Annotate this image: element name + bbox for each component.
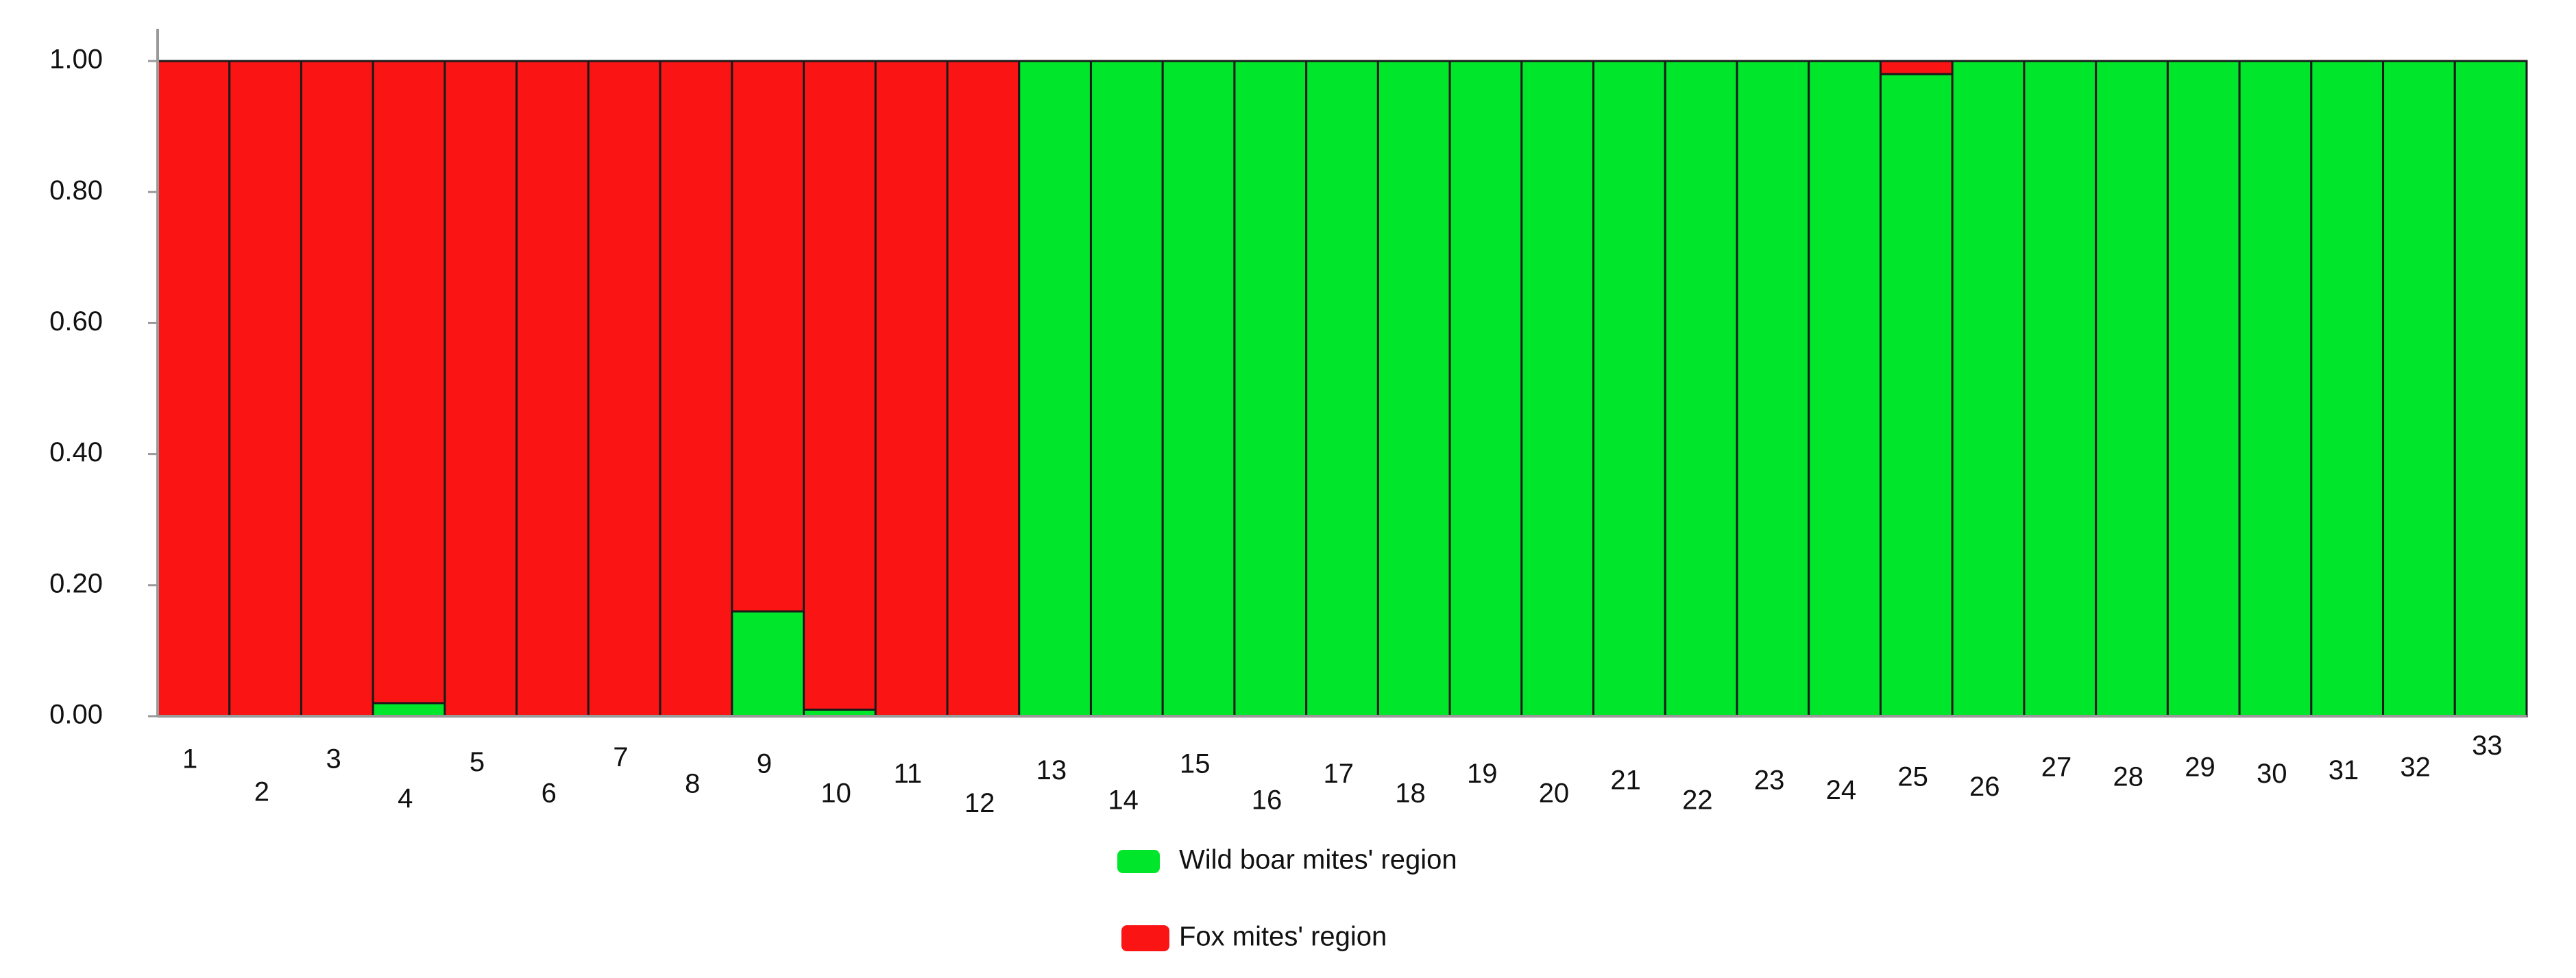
- bar-segment: [228, 60, 302, 718]
- bar-segment: [946, 60, 1021, 718]
- bar-segment: [2382, 60, 2456, 718]
- bar-segment: [1808, 60, 1882, 718]
- x-tick-label: 23: [1754, 766, 1785, 796]
- bar-segment: [1879, 73, 1954, 718]
- bar-segment: [731, 610, 805, 718]
- x-tick-label: 25: [1897, 762, 1928, 792]
- x-tick-label: 4: [398, 783, 413, 814]
- bar-segment: [372, 702, 446, 718]
- plot-area: [156, 60, 2528, 718]
- x-tick-label: 13: [1036, 755, 1067, 785]
- x-tick-label: 22: [1682, 785, 1713, 815]
- bar-segment: [2238, 60, 2313, 718]
- bar-segment: [874, 60, 949, 718]
- bar-segment: [731, 60, 805, 613]
- y-tick-label: 0.60: [49, 306, 103, 337]
- bar-segment: [1233, 60, 1308, 718]
- x-tick-label: 12: [964, 788, 995, 818]
- x-tick-label: 3: [326, 744, 341, 774]
- legend-label: Fox mites' region: [1179, 922, 1387, 952]
- bar-segment: [1376, 60, 1451, 718]
- x-tick-label: 7: [613, 742, 628, 772]
- x-tick-label: 6: [542, 779, 557, 809]
- x-tick-label: 9: [757, 749, 772, 779]
- bar-segment: [1018, 60, 1092, 718]
- bar-segment: [1879, 60, 1954, 75]
- bar-segment: [156, 60, 231, 718]
- x-tick-label: 27: [2041, 752, 2072, 782]
- x-tick-label: 29: [2185, 752, 2215, 782]
- x-tick-label: 11: [894, 759, 923, 789]
- x-tick-label: 19: [1467, 759, 1498, 789]
- x-tick-label: 30: [2257, 759, 2287, 789]
- y-tick-label: 0.80: [49, 175, 103, 206]
- x-tick-label: 33: [2472, 731, 2503, 761]
- legend: Wild boar mites' region Fox mites' region: [1117, 845, 1457, 952]
- x-tick-label: 1: [182, 744, 197, 774]
- x-tick-label: 28: [2113, 762, 2144, 792]
- axes: 0.000.200.400.600.801.001234567891011121…: [49, 29, 2527, 818]
- y-tick-label: 0.20: [49, 568, 103, 598]
- y-tick-label: 1.00: [49, 45, 103, 75]
- x-tick-label: 18: [1395, 779, 1426, 809]
- bar-segment: [2310, 60, 2385, 718]
- legend-swatch: [1117, 850, 1160, 873]
- bar-segment: [300, 60, 374, 718]
- bar-segment: [1161, 60, 1236, 718]
- legend-swatch: [1121, 925, 1169, 951]
- y-tick-label: 0.00: [49, 700, 103, 730]
- bar-segment: [1736, 60, 1810, 718]
- x-tick-label: 14: [1108, 785, 1139, 815]
- bar-segment: [515, 60, 590, 718]
- bar-segment: [1592, 60, 1666, 718]
- bar-segment: [1448, 60, 1523, 718]
- x-tick-label: 21: [1610, 766, 1641, 796]
- x-tick-label: 15: [1180, 749, 1211, 779]
- bar-segment: [1664, 60, 1738, 718]
- x-tick-label: 5: [470, 747, 485, 777]
- bar-segment: [2095, 60, 2169, 718]
- bar-segment: [443, 60, 518, 718]
- x-tick-label: 20: [1539, 779, 1570, 809]
- bar-segment: [659, 60, 733, 718]
- x-tick-label: 2: [254, 777, 269, 807]
- x-tick-label: 16: [1252, 785, 1283, 815]
- x-tick-label: 31: [2329, 755, 2359, 785]
- bar-segment: [803, 60, 877, 711]
- x-tick-label: 26: [1969, 772, 2000, 802]
- bar-segment: [372, 60, 446, 705]
- y-tick-label: 0.40: [49, 437, 103, 467]
- bar-segment: [1520, 60, 1595, 718]
- bar-segment: [2453, 60, 2528, 718]
- x-tick-label: 10: [821, 779, 851, 809]
- legend-label: Wild boar mites' region: [1179, 845, 1457, 875]
- bar-segment: [1951, 60, 2026, 718]
- bar-segment: [587, 60, 661, 718]
- bar-segment: [2166, 60, 2241, 718]
- bar-segment: [1305, 60, 1379, 718]
- bar-segment: [2023, 60, 2098, 718]
- x-tick-label: 24: [1826, 775, 1857, 805]
- x-tick-label: 8: [685, 768, 700, 798]
- x-tick-label: 17: [1324, 759, 1354, 789]
- bar-segment: [1089, 60, 1164, 718]
- x-tick-label: 32: [2400, 752, 2431, 782]
